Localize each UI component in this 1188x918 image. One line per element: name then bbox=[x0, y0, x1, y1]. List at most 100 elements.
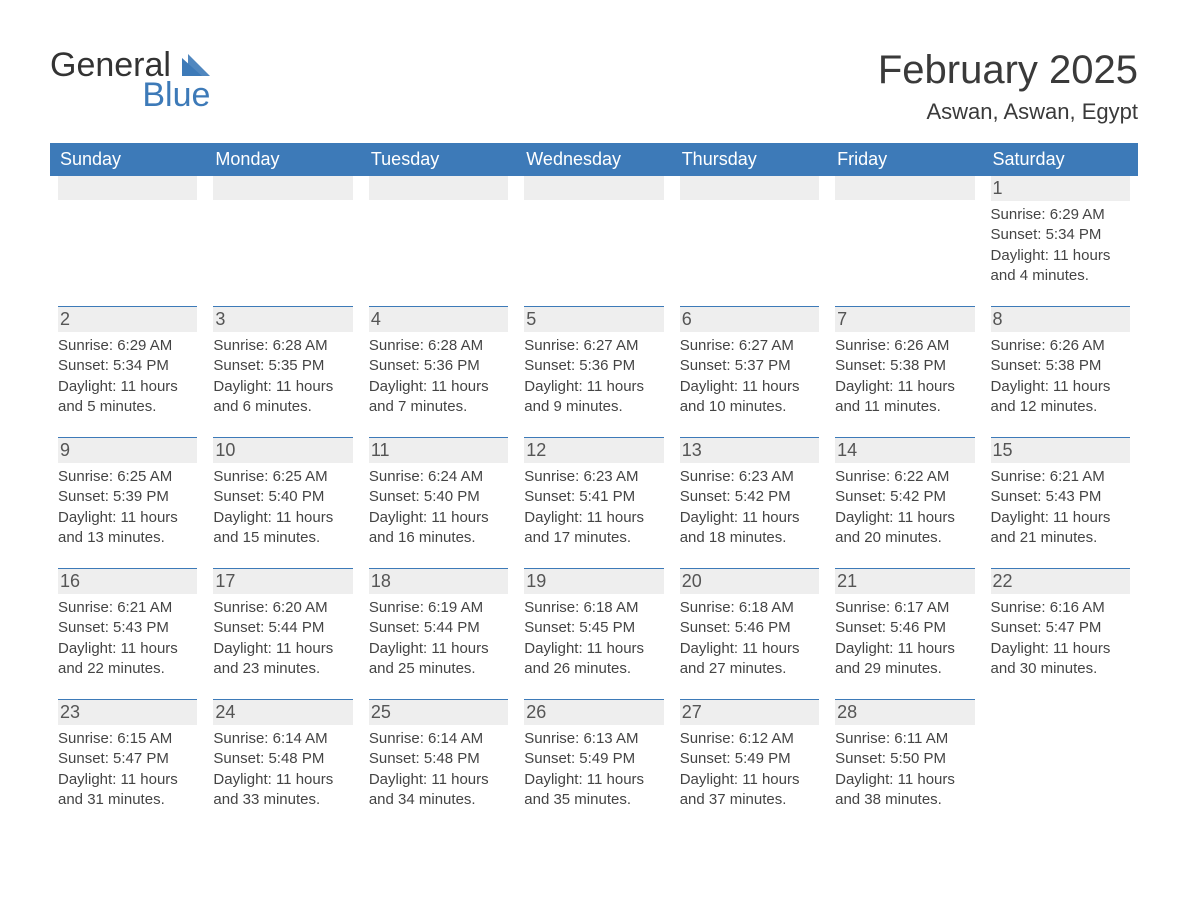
sunset-line: Sunset: 5:50 PM bbox=[835, 749, 974, 769]
sunset-line: Sunset: 5:44 PM bbox=[369, 618, 508, 638]
daylight-line: Daylight: 11 hours and 29 minutes. bbox=[835, 639, 974, 680]
calendar-cell: 27Sunrise: 6:12 AMSunset: 5:49 PMDayligh… bbox=[672, 699, 827, 830]
sunrise-line: Sunrise: 6:18 AM bbox=[680, 598, 819, 618]
sunrise-line: Sunrise: 6:21 AM bbox=[58, 598, 197, 618]
daylight-line: Daylight: 11 hours and 9 minutes. bbox=[524, 377, 663, 418]
sunrise-line: Sunrise: 6:26 AM bbox=[835, 336, 974, 356]
calendar-row: 9Sunrise: 6:25 AMSunset: 5:39 PMDaylight… bbox=[50, 437, 1138, 568]
sunrise-line: Sunrise: 6:17 AM bbox=[835, 598, 974, 618]
calendar-cell: 11Sunrise: 6:24 AMSunset: 5:40 PMDayligh… bbox=[361, 437, 516, 568]
calendar-cell: 7 Sunrise: 6:26 AMSunset: 5:38 PMDaylight… bbox=[827, 306, 982, 437]
day-number: 2 bbox=[58, 306, 197, 332]
daylight-line: Daylight: 11 hours and 7 minutes. bbox=[369, 377, 508, 418]
daylight-line: Daylight: 11 hours and 18 minutes. bbox=[680, 508, 819, 549]
sunrise-line: Sunrise: 6:23 AM bbox=[524, 467, 663, 487]
daylight-line: Daylight: 11 hours and 13 minutes. bbox=[58, 508, 197, 549]
calendar-cell: 15Sunrise: 6:21 AMSunset: 5:43 PMDayligh… bbox=[983, 437, 1138, 568]
day-number: 19 bbox=[524, 568, 663, 594]
calendar-cell: 21Sunrise: 6:17 AMSunset: 5:46 PMDayligh… bbox=[827, 568, 982, 699]
sunset-line: Sunset: 5:38 PM bbox=[991, 356, 1130, 376]
empty-day-bar bbox=[369, 176, 508, 200]
day-number: 26 bbox=[524, 699, 663, 725]
sunrise-line: Sunrise: 6:29 AM bbox=[58, 336, 197, 356]
sunrise-line: Sunrise: 6:27 AM bbox=[524, 336, 663, 356]
daylight-line: Daylight: 11 hours and 23 minutes. bbox=[213, 639, 352, 680]
sunrise-line: Sunrise: 6:25 AM bbox=[58, 467, 197, 487]
sunset-line: Sunset: 5:42 PM bbox=[680, 487, 819, 507]
day-number: 25 bbox=[369, 699, 508, 725]
weekday-header-row: Sunday Monday Tuesday Wednesday Thursday… bbox=[50, 143, 1138, 176]
day-details: Sunrise: 6:13 AMSunset: 5:49 PMDaylight:… bbox=[524, 729, 663, 810]
sunrise-line: Sunrise: 6:26 AM bbox=[991, 336, 1130, 356]
weekday-header: Monday bbox=[205, 143, 360, 176]
daylight-line: Daylight: 11 hours and 10 minutes. bbox=[680, 377, 819, 418]
day-details: Sunrise: 6:26 AMSunset: 5:38 PMDaylight:… bbox=[991, 336, 1130, 417]
weekday-header: Friday bbox=[827, 143, 982, 176]
sunset-line: Sunset: 5:37 PM bbox=[680, 356, 819, 376]
calendar-cell bbox=[983, 699, 1138, 830]
sunset-line: Sunset: 5:40 PM bbox=[369, 487, 508, 507]
weekday-header: Wednesday bbox=[516, 143, 671, 176]
sunset-line: Sunset: 5:43 PM bbox=[991, 487, 1130, 507]
day-number: 13 bbox=[680, 437, 819, 463]
calendar-cell: 24Sunrise: 6:14 AMSunset: 5:48 PMDayligh… bbox=[205, 699, 360, 830]
day-details: Sunrise: 6:18 AMSunset: 5:45 PMDaylight:… bbox=[524, 598, 663, 679]
sunrise-line: Sunrise: 6:23 AM bbox=[680, 467, 819, 487]
calendar-cell: 13 Sunrise: 6:23 AMSunset: 5:42 PMDayligh… bbox=[672, 437, 827, 568]
sunrise-line: Sunrise: 6:12 AM bbox=[680, 729, 819, 749]
sunset-line: Sunset: 5:34 PM bbox=[58, 356, 197, 376]
sunrise-line: Sunrise: 6:11 AM bbox=[835, 729, 974, 749]
day-details: Sunrise: 6:28 AMSunset: 5:36 PMDaylight:… bbox=[369, 336, 508, 417]
weekday-header: Sunday bbox=[50, 143, 205, 176]
day-number: 6 bbox=[680, 306, 819, 332]
month-title: February 2025 bbox=[878, 48, 1138, 93]
daylight-line: Daylight: 11 hours and 31 minutes. bbox=[58, 770, 197, 811]
day-details: Sunrise: 6:25 AMSunset: 5:40 PMDaylight:… bbox=[213, 467, 352, 548]
day-number: 3 bbox=[213, 306, 352, 332]
daylight-line: Daylight: 11 hours and 12 minutes. bbox=[991, 377, 1130, 418]
calendar-cell: 8Sunrise: 6:26 AMSunset: 5:38 PMDaylight… bbox=[983, 306, 1138, 437]
daylight-line: Daylight: 11 hours and 6 minutes. bbox=[213, 377, 352, 418]
sunrise-line: Sunrise: 6:14 AM bbox=[369, 729, 508, 749]
sunrise-line: Sunrise: 6:21 AM bbox=[991, 467, 1130, 487]
calendar-page: General Blue February 2025 Aswan, Aswan,… bbox=[0, 0, 1188, 890]
day-details: Sunrise: 6:21 AMSunset: 5:43 PMDaylight:… bbox=[58, 598, 197, 679]
calendar-cell bbox=[205, 176, 360, 306]
daylight-line: Daylight: 11 hours and 17 minutes. bbox=[524, 508, 663, 549]
sunrise-line: Sunrise: 6:28 AM bbox=[369, 336, 508, 356]
calendar-cell: 20Sunrise: 6:18 AMSunset: 5:46 PMDayligh… bbox=[672, 568, 827, 699]
calendar-cell: 1Sunrise: 6:29 AMSunset: 5:34 PMDaylight… bbox=[983, 176, 1138, 306]
sunrise-line: Sunrise: 6:24 AM bbox=[369, 467, 508, 487]
sunset-line: Sunset: 5:40 PM bbox=[213, 487, 352, 507]
calendar-cell bbox=[516, 176, 671, 306]
day-details: Sunrise: 6:19 AMSunset: 5:44 PMDaylight:… bbox=[369, 598, 508, 679]
day-details: Sunrise: 6:26 AMSunset: 5:38 PMDaylight:… bbox=[835, 336, 974, 417]
day-details: Sunrise: 6:24 AMSunset: 5:40 PMDaylight:… bbox=[369, 467, 508, 548]
calendar-row: 23Sunrise: 6:15 AMSunset: 5:47 PMDayligh… bbox=[50, 699, 1138, 830]
day-number: 18 bbox=[369, 568, 508, 594]
day-number: 7 bbox=[835, 306, 974, 332]
day-details: Sunrise: 6:16 AMSunset: 5:47 PMDaylight:… bbox=[991, 598, 1130, 679]
daylight-line: Daylight: 11 hours and 16 minutes. bbox=[369, 508, 508, 549]
sunset-line: Sunset: 5:45 PM bbox=[524, 618, 663, 638]
daylight-line: Daylight: 11 hours and 38 minutes. bbox=[835, 770, 974, 811]
calendar-cell: 9Sunrise: 6:25 AMSunset: 5:39 PMDaylight… bbox=[50, 437, 205, 568]
calendar-cell: 10Sunrise: 6:25 AMSunset: 5:40 PMDayligh… bbox=[205, 437, 360, 568]
calendar-cell bbox=[672, 176, 827, 306]
sunrise-line: Sunrise: 6:25 AM bbox=[213, 467, 352, 487]
day-details: Sunrise: 6:20 AMSunset: 5:44 PMDaylight:… bbox=[213, 598, 352, 679]
sunrise-line: Sunrise: 6:29 AM bbox=[991, 205, 1130, 225]
empty-day-bar bbox=[524, 176, 663, 200]
sunset-line: Sunset: 5:44 PM bbox=[213, 618, 352, 638]
sunrise-line: Sunrise: 6:18 AM bbox=[524, 598, 663, 618]
daylight-line: Daylight: 11 hours and 22 minutes. bbox=[58, 639, 197, 680]
sunset-line: Sunset: 5:47 PM bbox=[58, 749, 197, 769]
day-number: 28 bbox=[835, 699, 974, 725]
sunset-line: Sunset: 5:46 PM bbox=[835, 618, 974, 638]
calendar-cell: 2Sunrise: 6:29 AMSunset: 5:34 PMDaylight… bbox=[50, 306, 205, 437]
empty-day-bar bbox=[58, 176, 197, 200]
daylight-line: Daylight: 11 hours and 21 minutes. bbox=[991, 508, 1130, 549]
day-number: 27 bbox=[680, 699, 819, 725]
location: Aswan, Aswan, Egypt bbox=[878, 99, 1138, 125]
day-number: 16 bbox=[58, 568, 197, 594]
